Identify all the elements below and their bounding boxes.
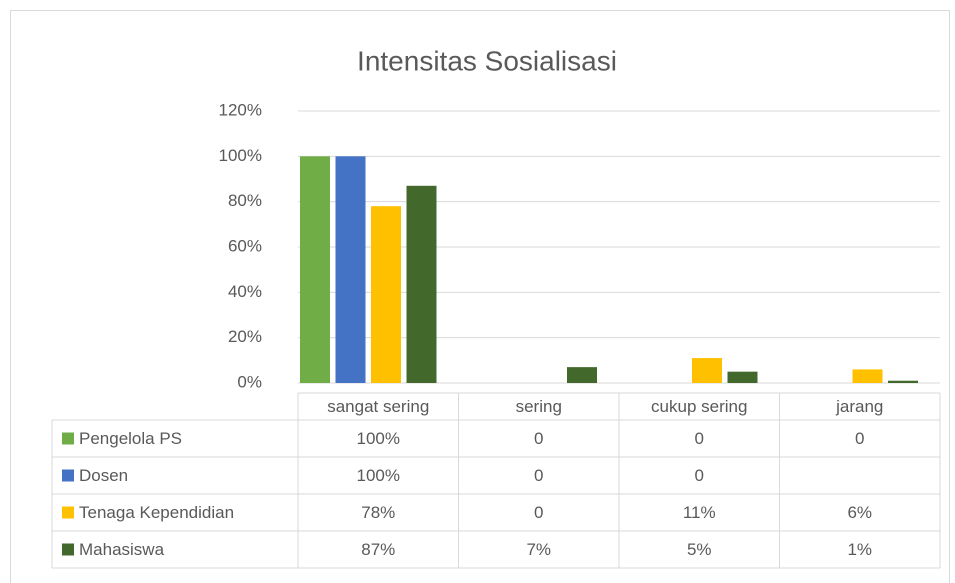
table-value: 87% bbox=[361, 540, 395, 559]
bar bbox=[371, 206, 401, 383]
table-value: 100% bbox=[357, 466, 400, 485]
table-value: 0 bbox=[534, 466, 543, 485]
table-value: 0 bbox=[695, 466, 704, 485]
legend-label: Tenaga Kependidian bbox=[79, 503, 234, 522]
y-tick-label: 0% bbox=[237, 372, 262, 391]
table-value: 0 bbox=[855, 429, 864, 448]
legend-key bbox=[62, 506, 74, 519]
legend-key bbox=[62, 469, 74, 482]
x-tick-label: sangat sering bbox=[327, 397, 429, 416]
table-value: 0 bbox=[695, 429, 704, 448]
x-tick-label: jarang bbox=[835, 397, 883, 416]
bar bbox=[335, 156, 366, 383]
table-value: 0 bbox=[534, 503, 543, 522]
table-value: 100% bbox=[357, 429, 400, 448]
bar bbox=[852, 369, 883, 383]
y-tick-label: 80% bbox=[228, 191, 262, 210]
bar bbox=[406, 185, 437, 383]
table-value: 11% bbox=[683, 503, 716, 522]
y-tick-label: 60% bbox=[228, 236, 262, 255]
legend-key bbox=[62, 432, 74, 445]
chart-border bbox=[10, 10, 950, 583]
table-value: 5% bbox=[687, 540, 712, 559]
chart-title: Intensitas Sosialisasi bbox=[357, 45, 617, 76]
y-tick-label: 20% bbox=[228, 327, 262, 346]
table-value: 1% bbox=[847, 540, 872, 559]
x-tick-label: cukup sering bbox=[651, 397, 747, 416]
legend-label: Mahasiswa bbox=[79, 540, 165, 559]
legend-label: Dosen bbox=[79, 466, 128, 485]
bar bbox=[692, 358, 722, 383]
x-tick-label: sering bbox=[516, 397, 562, 416]
table-value: 6% bbox=[847, 503, 872, 522]
y-tick-label: 40% bbox=[228, 282, 262, 301]
legend-key bbox=[62, 543, 74, 556]
y-tick-label: 120% bbox=[219, 100, 262, 119]
bar bbox=[567, 367, 597, 383]
bar bbox=[300, 156, 330, 383]
table-value: 78% bbox=[361, 503, 395, 522]
legend-label: Pengelola PS bbox=[79, 429, 182, 448]
y-tick-label: 100% bbox=[219, 146, 262, 165]
table-value: 7% bbox=[526, 540, 551, 559]
bar bbox=[727, 371, 758, 383]
table-value: 0 bbox=[534, 429, 543, 448]
bar bbox=[888, 380, 918, 383]
